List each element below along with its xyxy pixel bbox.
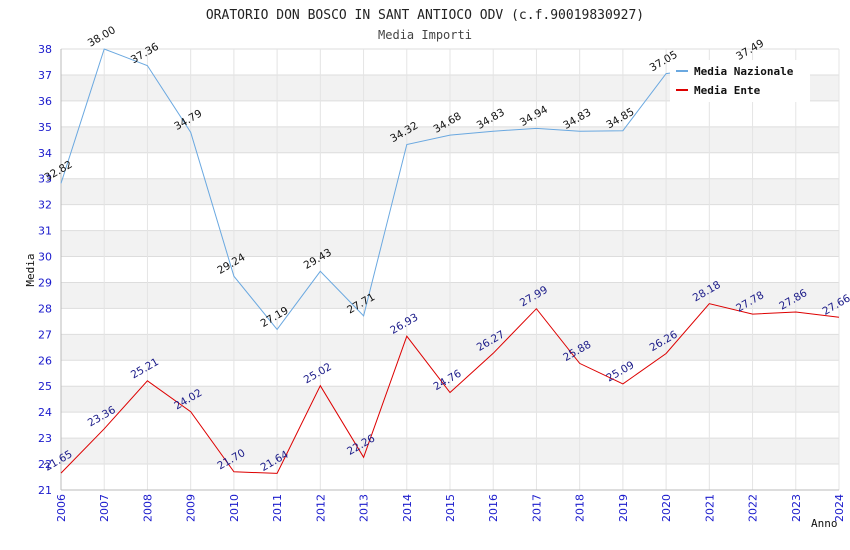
x-tick-label: 2006 <box>55 494 68 522</box>
y-tick-label: 38 <box>38 43 52 56</box>
axes <box>60 49 839 491</box>
x-tick-label: 2008 <box>141 494 154 522</box>
y-tick-label: 33 <box>38 173 52 186</box>
y-tick-label: 29 <box>38 276 52 289</box>
legend-label-media-ente: Media Ente <box>694 84 761 97</box>
x-tick-label: 2014 <box>401 494 414 522</box>
y-tick-label: 32 <box>38 199 52 212</box>
y-tick-label: 26 <box>38 354 52 367</box>
chart-title: ORATORIO DON BOSCO IN SANT ANTIOCO ODV (… <box>206 8 644 23</box>
x-tick-label: 2021 <box>703 494 716 522</box>
x-tick-label: 2013 <box>358 494 371 522</box>
y-tick-label: 34 <box>38 147 52 160</box>
legend: Media Nazionale Media Ente <box>670 60 810 102</box>
y-tick-label: 37 <box>38 69 52 82</box>
y-tick-label: 23 <box>38 432 52 445</box>
y-axis-ticks: 21 22 23 24 25 26 27 28 29 30 31 32 33 34 35 36 37 38 <box>38 43 52 497</box>
x-tick-label: 2015 <box>444 494 457 522</box>
data-label-media-nazionale: 38.00 <box>86 24 118 49</box>
x-tick-label: 2018 <box>574 494 587 522</box>
chart-subtitle: Media Importi <box>378 28 472 42</box>
series-lines <box>60 48 840 474</box>
x-tick-label: 2023 <box>790 494 803 522</box>
y-tick-label: 30 <box>38 251 52 264</box>
series-line-media-ente <box>60 303 840 474</box>
legend-box <box>670 60 810 102</box>
series-line-media-nazionale <box>60 48 753 331</box>
x-tick-label: 2016 <box>487 494 500 522</box>
x-tick-label: 2009 <box>185 494 198 522</box>
x-tick-label: 2011 <box>271 494 284 522</box>
y-axis-label: Media <box>24 253 37 286</box>
x-tick-label: 2020 <box>660 494 673 522</box>
y-tick-label: 28 <box>38 302 52 315</box>
x-tick-label: 2010 <box>228 494 241 522</box>
y-tick-label: 27 <box>38 328 52 341</box>
x-tick-label: 2007 <box>98 494 111 522</box>
y-tick-label: 24 <box>38 406 52 419</box>
y-tick-label: 35 <box>38 121 52 134</box>
y-tick-label: 22 <box>38 458 52 471</box>
y-tick-label: 25 <box>38 380 52 393</box>
y-tick-label: 31 <box>38 225 52 238</box>
y-tick-label: 21 <box>38 484 52 497</box>
grid-lines <box>60 48 840 491</box>
x-tick-label: 2019 <box>617 494 630 522</box>
x-tick-label: 2024 <box>833 494 846 522</box>
y-tick-label: 36 <box>38 95 52 108</box>
x-tick-label: 2022 <box>747 494 760 522</box>
x-tick-label: 2012 <box>314 494 327 522</box>
x-axis-label: Anno <box>811 517 838 530</box>
x-axis-ticks: 2006 2007 2008 2009 2010 2011 2012 2013 2014 2015… <box>55 494 846 522</box>
x-tick-label: 2017 <box>530 494 543 522</box>
legend-label-media-nazionale: Media Nazionale <box>694 65 794 78</box>
